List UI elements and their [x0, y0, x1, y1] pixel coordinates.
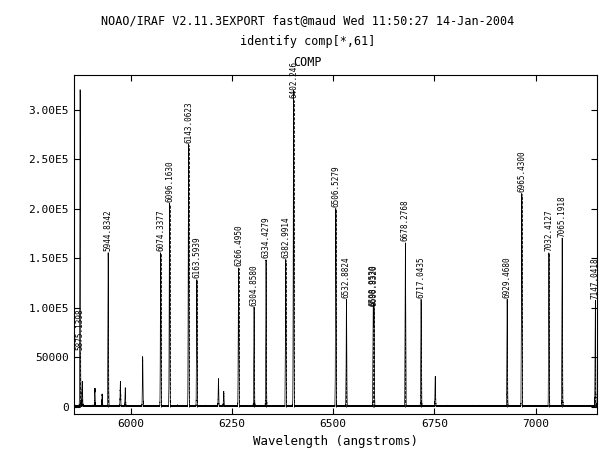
Text: 7032.4127: 7032.4127 — [544, 210, 554, 252]
Text: 6334.4279: 6334.4279 — [261, 217, 271, 258]
Text: 6074.3377: 6074.3377 — [156, 210, 165, 252]
X-axis label: Wavelength (angstroms): Wavelength (angstroms) — [253, 435, 418, 448]
Text: 6143.0623: 6143.0623 — [184, 101, 193, 143]
Text: 5875.1398: 5875.1398 — [76, 309, 85, 350]
Text: 5944.8342: 5944.8342 — [104, 210, 113, 252]
Text: 6532.8824: 6532.8824 — [342, 256, 351, 298]
Text: 6266.4950: 6266.4950 — [234, 225, 243, 266]
Text: NOAO/IRAF V2.11.3EXPORT fast@maud Wed 11:50:27 14-Jan-2004: NOAO/IRAF V2.11.3EXPORT fast@maud Wed 11… — [101, 14, 514, 27]
Text: 6965.4300: 6965.4300 — [517, 150, 526, 192]
Text: 7147.0418: 7147.0418 — [591, 257, 600, 299]
Text: 6598.9530: 6598.9530 — [369, 264, 378, 306]
Text: COMP: COMP — [293, 56, 322, 69]
Text: 6402.246: 6402.246 — [289, 61, 298, 98]
Text: 6096.1630: 6096.1630 — [165, 160, 174, 202]
Text: 6304.8580: 6304.8580 — [250, 264, 258, 306]
Text: 7065.1918: 7065.1918 — [558, 195, 566, 236]
Text: 6600.8320: 6600.8320 — [370, 264, 378, 306]
Text: 6717.0435: 6717.0435 — [416, 256, 426, 298]
Text: 6506.5279: 6506.5279 — [331, 165, 340, 207]
Text: 6382.9914: 6382.9914 — [281, 217, 290, 258]
Text: identify comp[*,61]: identify comp[*,61] — [240, 35, 375, 49]
Text: 6929.4680: 6929.4680 — [502, 256, 512, 298]
Text: 6163.5939: 6163.5939 — [192, 236, 201, 278]
Text: 6678.2768: 6678.2768 — [401, 200, 410, 242]
